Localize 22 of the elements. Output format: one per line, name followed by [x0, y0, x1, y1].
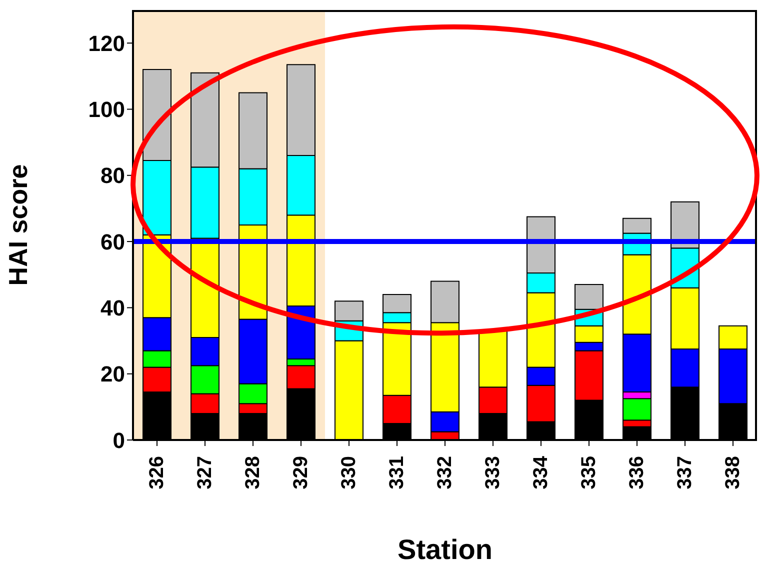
x-tick-label: 333 — [482, 456, 504, 490]
y-tick-label: 60 — [100, 229, 125, 254]
x-tick-label: 326 — [146, 456, 168, 490]
y-tick-label: 20 — [100, 362, 125, 387]
x-axis-title: Station — [398, 534, 492, 565]
y-tick-label: 120 — [88, 30, 125, 56]
x-tick-label: 335 — [578, 456, 600, 490]
x-tick-label: 337 — [674, 456, 696, 490]
x-tick-label: 328 — [242, 456, 264, 490]
y-axis-title: HAI score — [3, 164, 34, 286]
y-tick-label: 40 — [100, 296, 125, 320]
x-tick-label: 330 — [338, 456, 360, 490]
x-tick-label: 329 — [290, 456, 312, 490]
x-tick-label: 336 — [626, 456, 648, 490]
x-tick-label: 334 — [530, 455, 552, 490]
y-tick-label: 0 — [112, 428, 125, 453]
y-tick-label: 100 — [88, 97, 125, 122]
y-tick-label: 80 — [100, 163, 125, 188]
x-tick-label: 331 — [386, 456, 408, 490]
x-tick-label: 338 — [722, 456, 744, 490]
x-tick-label: 332 — [434, 456, 456, 490]
x-tick-label: 327 — [194, 456, 216, 490]
